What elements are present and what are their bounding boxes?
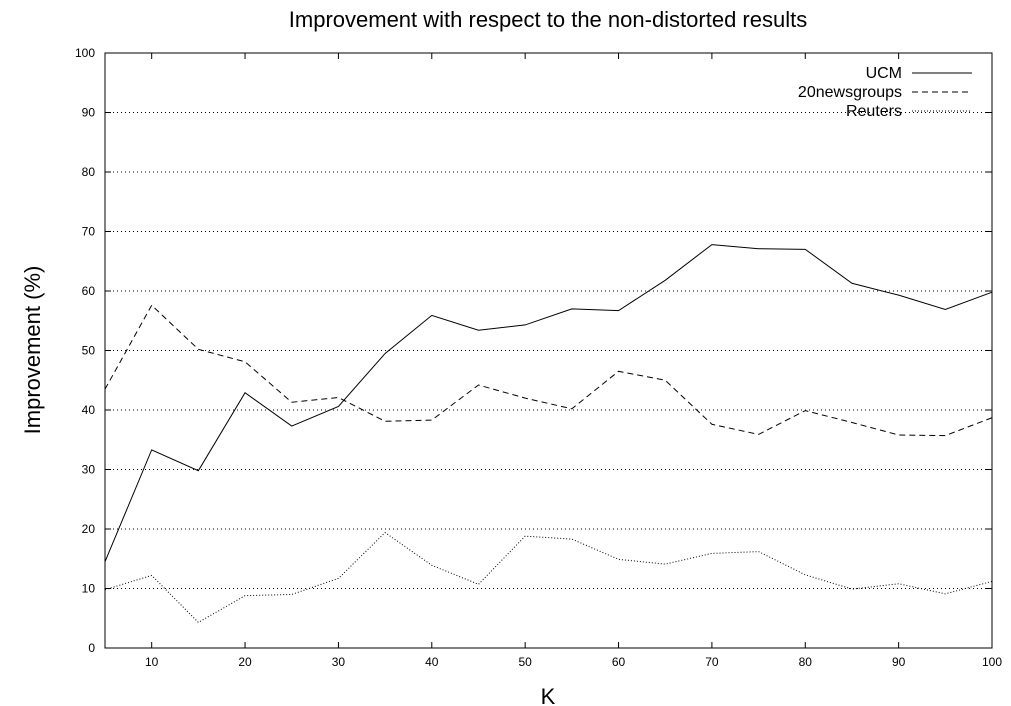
series-line-ucm [104, 244, 993, 562]
x-tick-label: 10 [145, 655, 159, 669]
series-line-20newsgroups [104, 304, 993, 437]
y-tick-label: 70 [82, 225, 96, 239]
legend-label: 20newsgroups [798, 84, 902, 101]
series-lines [104, 244, 993, 624]
x-axis-label: K [541, 684, 556, 706]
chart-title: Improvement with respect to the non-dist… [289, 7, 807, 32]
x-tick-label: 50 [518, 655, 532, 669]
y-tick-label: 90 [82, 106, 96, 120]
legend-label: UCM [866, 65, 902, 82]
x-tick-label: 20 [238, 655, 252, 669]
legend: UCM 20newsgroups Reuters [798, 65, 972, 120]
x-tick-label: 70 [705, 655, 719, 669]
series-line-reuters [104, 531, 993, 624]
gridlines [105, 112, 992, 589]
y-tick-label: 20 [82, 522, 96, 536]
y-tick-label: 0 [88, 641, 95, 655]
x-tick-label: 30 [332, 655, 346, 669]
y-tick-label: 100 [75, 46, 95, 60]
x-tick-label: 80 [799, 655, 813, 669]
x-tick-label: 100 [982, 655, 1002, 669]
x-tick-label: 60 [612, 655, 626, 669]
y-tick-label: 30 [82, 463, 96, 477]
axis-ticks: 0 10 20 30 40 50 60 70 80 90 100 10 20 30 40 50 60 70 80 90… [75, 46, 1002, 669]
x-tick-label: 90 [892, 655, 906, 669]
legend-label: Reuters [846, 103, 902, 120]
y-tick-label: 50 [82, 344, 96, 358]
x-tick-label: 40 [425, 655, 439, 669]
y-tick-label: 80 [82, 165, 96, 179]
plot-frame [104, 52, 993, 649]
y-axis-label: Improvement (%) [20, 266, 45, 435]
y-tick-label: 40 [82, 403, 96, 417]
y-tick-label: 60 [82, 284, 96, 298]
y-tick-label: 10 [82, 582, 96, 596]
